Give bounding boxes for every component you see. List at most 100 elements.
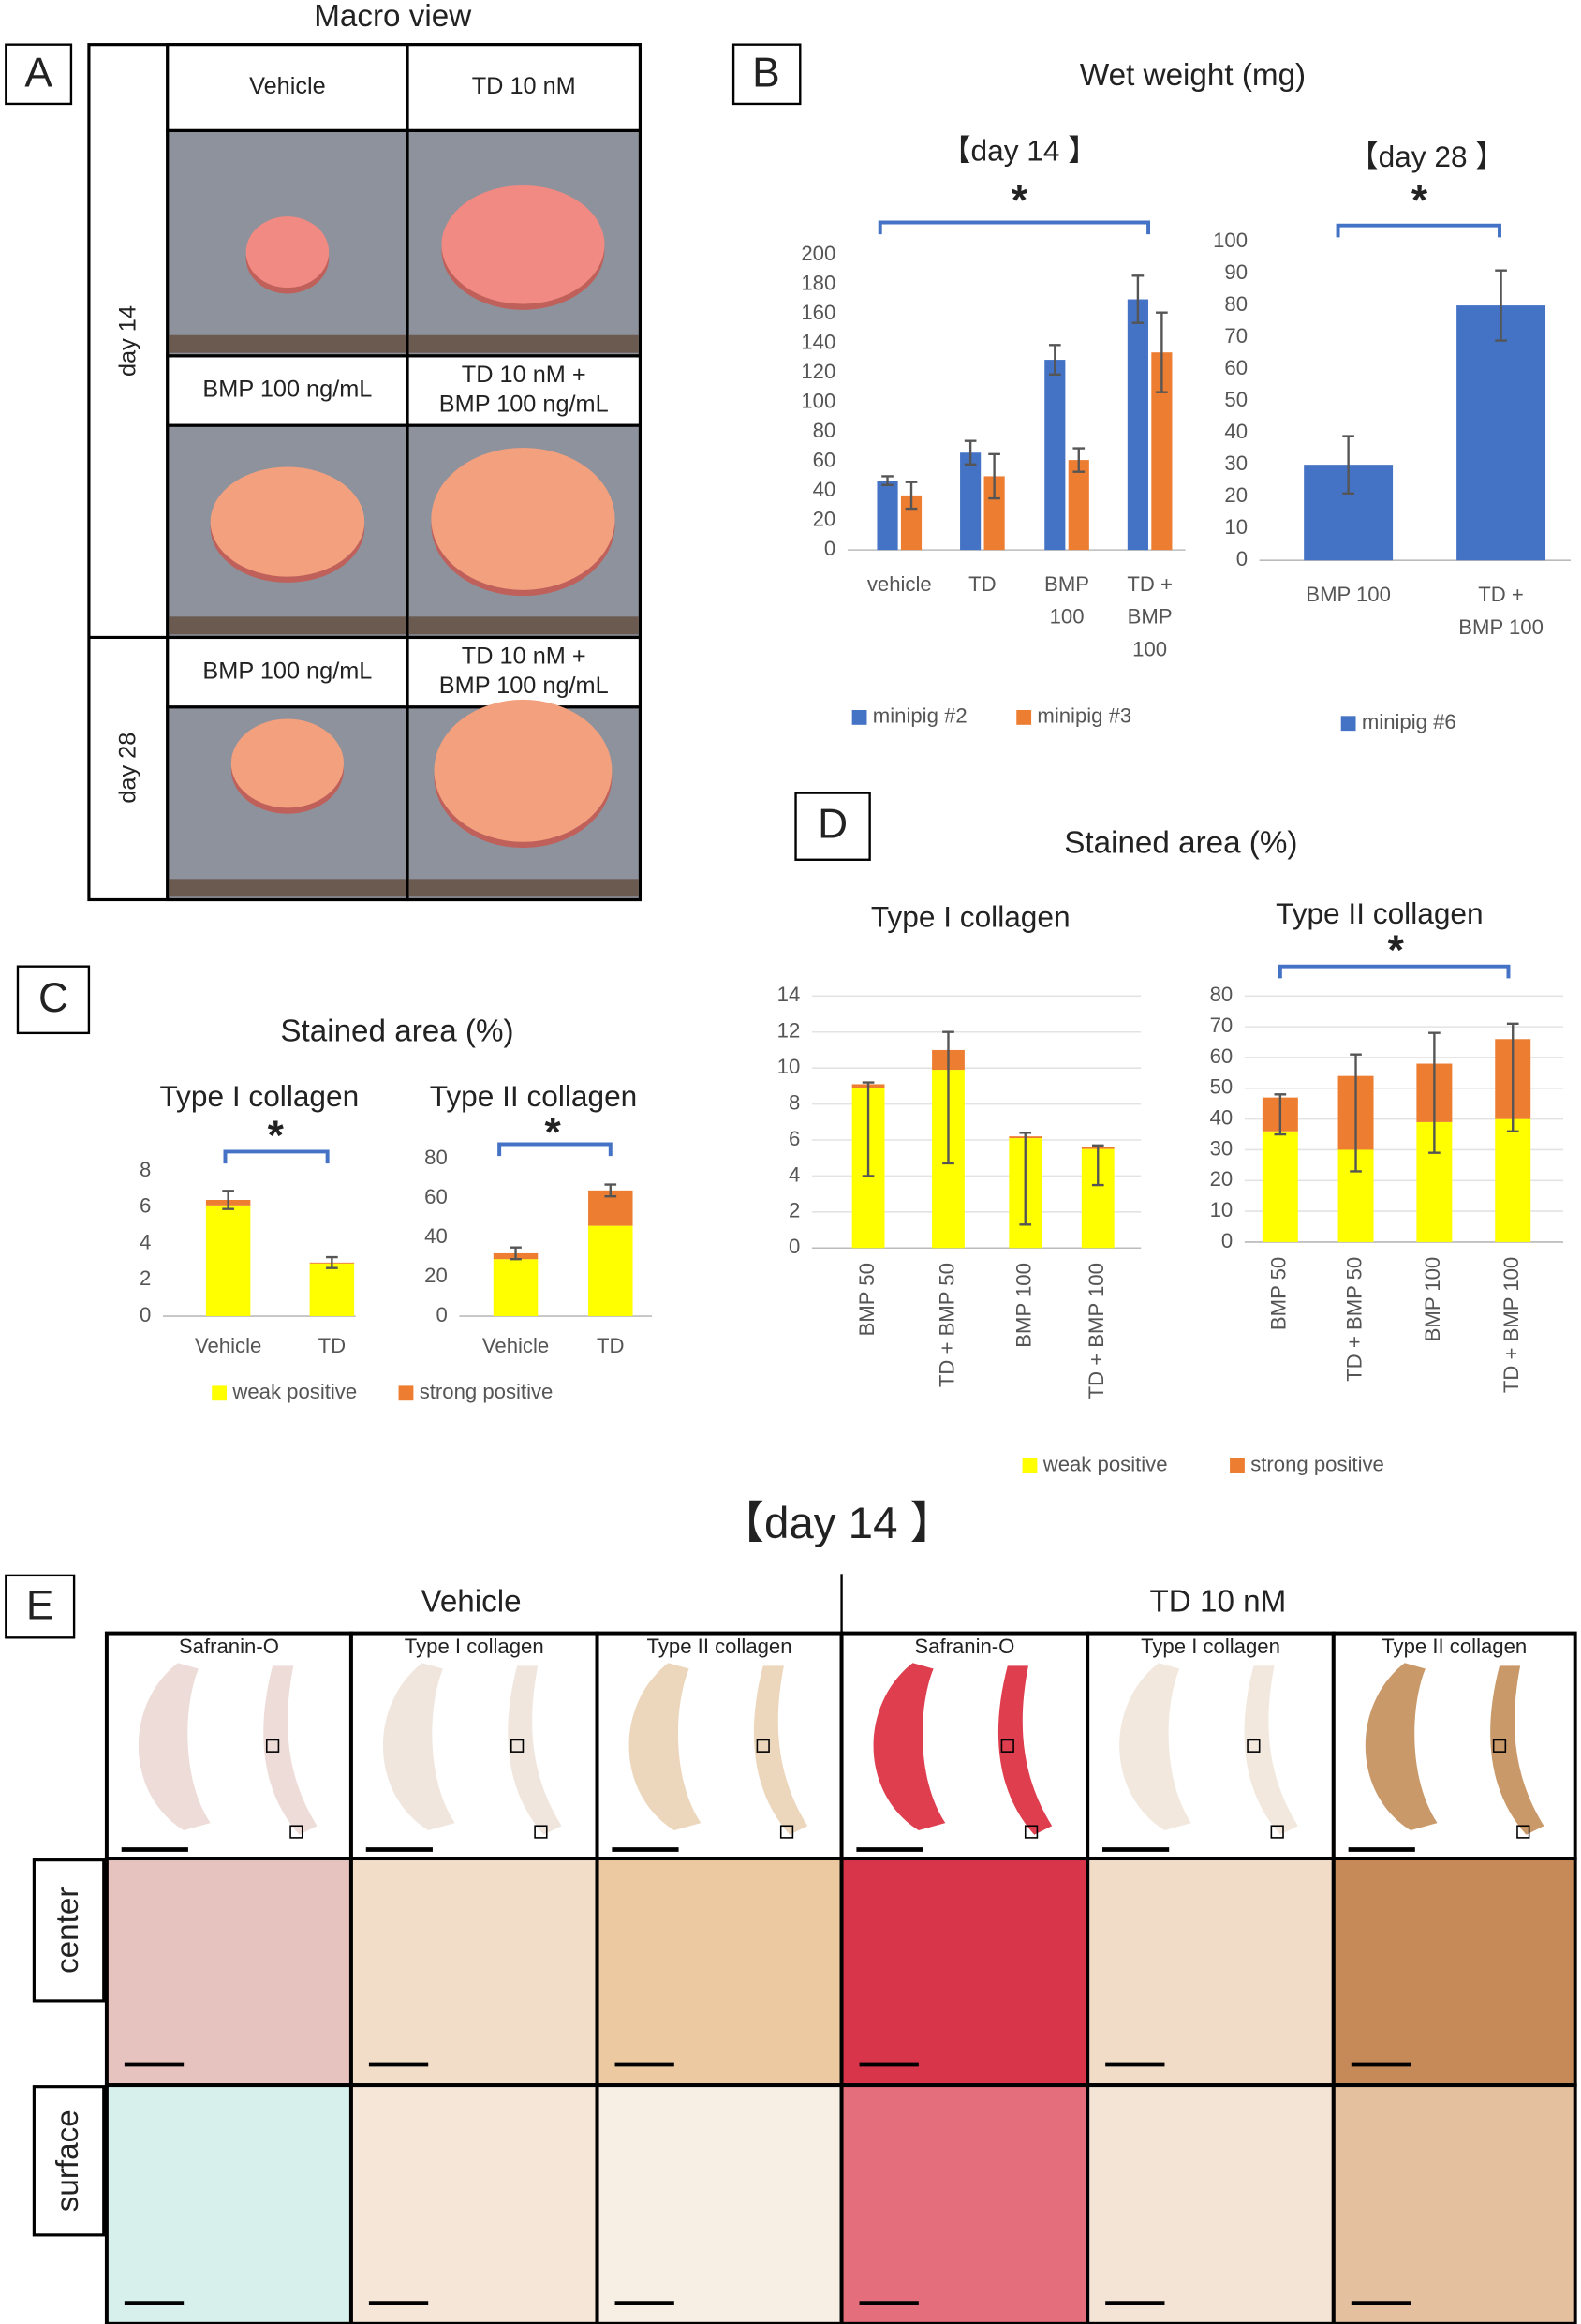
- header-cell: [166, 354, 409, 427]
- region-box: [1247, 1739, 1261, 1753]
- legend-label: minipig #6: [1362, 710, 1456, 733]
- header-cell: [166, 43, 409, 133]
- legend-swatch: [1016, 709, 1032, 725]
- x-tick-label: TD +: [1478, 583, 1524, 606]
- chart-title: Type I collagen: [159, 1079, 359, 1113]
- panel-label: D: [818, 802, 848, 848]
- significance-bracket: [1336, 223, 1501, 238]
- region-box: [534, 1825, 548, 1839]
- error-bar: [1506, 1022, 1519, 1132]
- micrograph: [839, 1857, 1090, 2088]
- region-box: [1024, 1825, 1039, 1839]
- error-bar: [1091, 1144, 1104, 1187]
- y-tick-label: 80: [424, 1146, 448, 1169]
- group-label: TD 10 nM: [1149, 1585, 1286, 1620]
- region-box: [265, 1739, 280, 1753]
- x-tick-label: TD: [318, 1334, 347, 1357]
- bar-segment: [588, 1225, 633, 1317]
- micrograph: [595, 2083, 844, 2324]
- y-tick-label: 40: [424, 1224, 448, 1248]
- x-tick-label: TD: [597, 1334, 625, 1357]
- micrograph: [104, 1857, 353, 2088]
- y-tick-label: 100: [801, 390, 835, 413]
- y-tick-label: 20: [424, 1264, 448, 1287]
- panel-title: Stained area (%): [280, 1014, 513, 1049]
- header-cell: [406, 43, 643, 133]
- panel-title: Wet weight (mg): [1080, 58, 1306, 93]
- row-label: surface: [51, 2109, 85, 2212]
- y-tick-label: 4: [789, 1162, 800, 1186]
- y-tick-label: 10: [1224, 515, 1248, 539]
- significance-mark: *: [1012, 178, 1028, 224]
- y-tick-label: 0: [1221, 1229, 1233, 1252]
- error-bar: [964, 439, 977, 466]
- y-tick-label: 100: [1213, 229, 1248, 252]
- bar: [960, 452, 982, 551]
- error-bar: [326, 1255, 338, 1269]
- stain-label: Type I collagen: [405, 1635, 544, 1658]
- y-tick-label: 0: [1236, 547, 1248, 570]
- micrograph: [595, 1857, 844, 2088]
- y-tick-label: 10: [777, 1055, 801, 1078]
- y-tick-label: 4: [140, 1230, 151, 1253]
- tissue-section: [873, 1663, 946, 1830]
- error-bar: [942, 1030, 954, 1165]
- tissue-section: [1365, 1663, 1438, 1830]
- legend-swatch: [851, 709, 867, 725]
- x-tick-label: TD + BMP 50: [935, 1263, 958, 1387]
- x-tick-label: BMP 100: [1458, 615, 1544, 639]
- y-tick-label: 20: [813, 507, 836, 530]
- error-bar: [1350, 1053, 1362, 1173]
- micrograph: [1086, 2083, 1336, 2324]
- region-box: [779, 1825, 794, 1839]
- tissue-section: [1119, 1663, 1191, 1830]
- row-label: center: [51, 1887, 85, 1974]
- tissue-section: [753, 1665, 808, 1835]
- bar: [983, 476, 1005, 551]
- micrograph: [1331, 2083, 1577, 2324]
- x-tick-label: 100: [1132, 638, 1167, 661]
- error-bar: [222, 1190, 234, 1210]
- panel-title: 【day 14 】: [720, 1499, 955, 1548]
- stain-label: Type I collagen: [1141, 1635, 1280, 1658]
- tissue-section: [1244, 1665, 1298, 1835]
- x-tick-label: BMP 100: [1306, 583, 1391, 606]
- y-tick-label: 60: [1210, 1044, 1234, 1068]
- significance-bracket: [1278, 964, 1511, 979]
- legend-label: strong positive: [1250, 1453, 1384, 1476]
- photo-ruler: [408, 879, 639, 897]
- micrograph: [348, 2083, 599, 2324]
- bar: [1044, 360, 1066, 551]
- stain-label: Type II collagen: [647, 1635, 792, 1658]
- micrograph: [1086, 1857, 1336, 2088]
- micrograph: [1331, 1857, 1577, 2088]
- y-tick-label: 0: [436, 1303, 447, 1326]
- significance-bracket: [878, 220, 1151, 235]
- cell-label: BMP 100 ng/mL: [439, 392, 609, 418]
- legend-label: minipig #2: [873, 704, 968, 728]
- y-tick-label: 90: [1224, 260, 1248, 284]
- error-bar: [1342, 435, 1354, 495]
- y-tick-label: 30: [1210, 1136, 1234, 1160]
- error-bar: [881, 475, 894, 487]
- photo-disk: [441, 185, 605, 304]
- tissue-section: [382, 1663, 455, 1830]
- x-tick-label: BMP: [1044, 572, 1089, 596]
- y-tick-label: 6: [789, 1127, 800, 1150]
- legend-label: weak positive: [231, 1380, 357, 1403]
- x-tick-label: BMP 50: [855, 1263, 879, 1336]
- x-tick-label: BMP: [1128, 605, 1173, 629]
- header-cell: [166, 635, 409, 709]
- region-box: [1492, 1739, 1507, 1753]
- y-tick-label: 12: [777, 1019, 801, 1043]
- y-tick-label: 80: [813, 419, 836, 442]
- y-tick-label: 8: [140, 1158, 151, 1181]
- x-tick-label: TD + BMP 100: [1085, 1263, 1108, 1399]
- chart-title: Type II collagen: [430, 1079, 638, 1113]
- significance-mark: *: [268, 1113, 285, 1159]
- chart-title: Type I collagen: [871, 899, 1071, 933]
- y-tick-label: 14: [777, 983, 801, 1006]
- cell-label: TD 10 nM: [472, 73, 576, 99]
- panel-title: Macro view: [314, 0, 472, 34]
- significance-mark: *: [544, 1110, 561, 1156]
